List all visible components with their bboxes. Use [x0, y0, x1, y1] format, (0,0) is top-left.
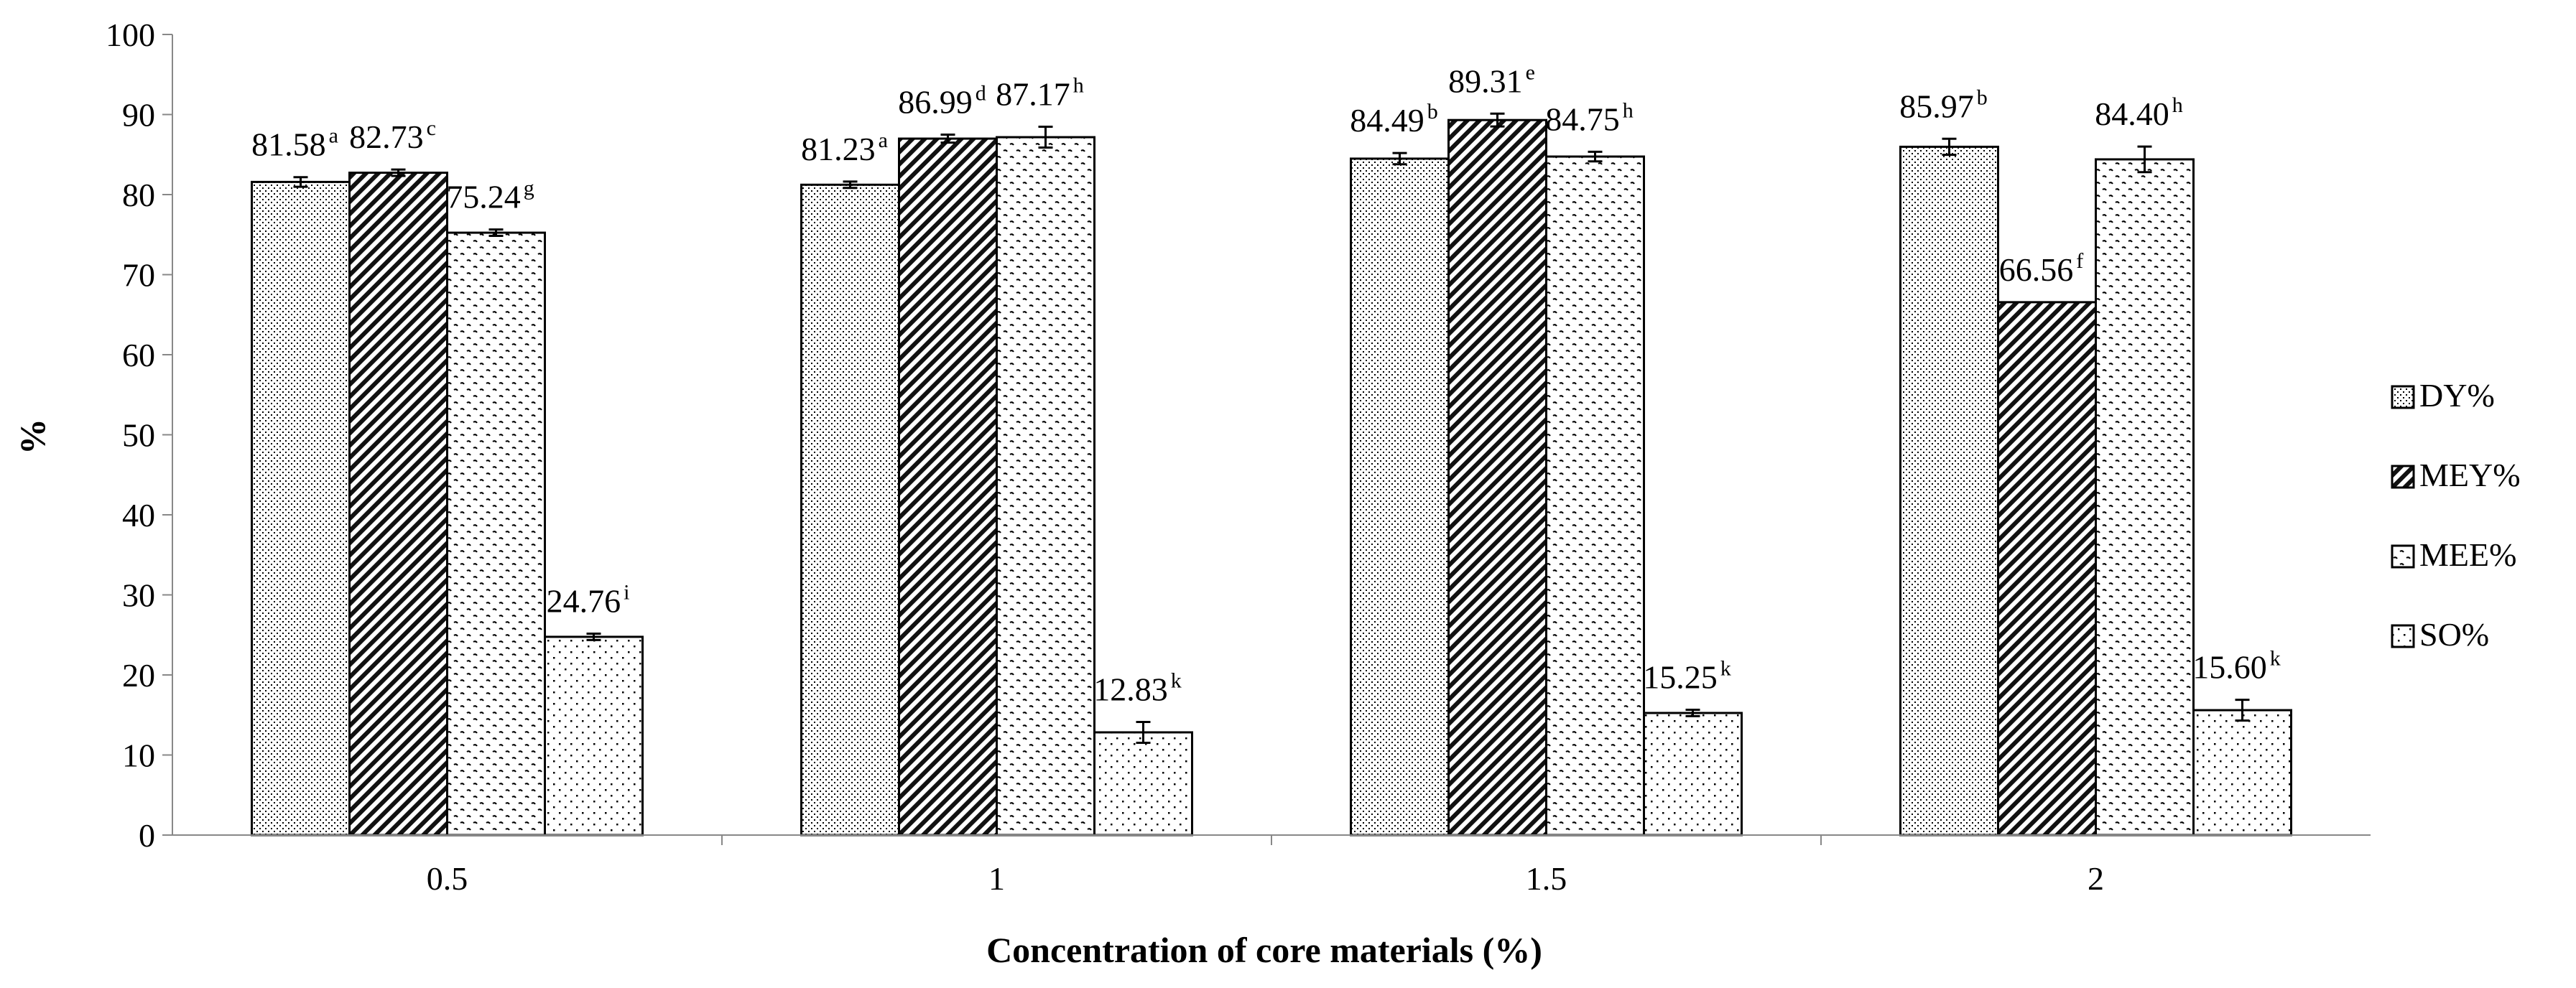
legend: DY% MEY% MEE% SO% — [2391, 377, 2521, 653]
error-bar — [488, 228, 504, 238]
bar-mey — [898, 137, 998, 836]
bar-so — [1093, 731, 1193, 836]
legend-swatch — [2391, 544, 2415, 569]
y-tick-label: 10 — [122, 737, 155, 774]
legend-swatch — [2391, 385, 2415, 409]
data-label: 84.75 h — [1545, 98, 1634, 137]
y-tick-label: 0 — [139, 817, 155, 854]
y-tick-label: 40 — [122, 497, 155, 533]
legend-swatch — [2391, 465, 2415, 489]
error-bar — [1588, 150, 1603, 163]
x-axis-title: Concentration of core materials (%) — [986, 930, 1542, 970]
legend-label: MEE% — [2419, 536, 2516, 573]
error-bar — [586, 632, 601, 641]
bar-dy — [251, 180, 351, 836]
bar-mey — [1447, 118, 1547, 836]
bar-mee — [996, 136, 1095, 836]
data-label: 15.25 k — [1643, 657, 1731, 696]
data-label: 15.60 k — [2192, 647, 2281, 686]
x-tick-label: 0.5 — [427, 860, 468, 897]
bar-dy — [1899, 145, 1999, 836]
y-tick-label: 60 — [122, 337, 155, 373]
legend-item-mee: MEE% — [2391, 536, 2516, 573]
data-label: 12.83 k — [1093, 668, 1182, 707]
error-bar — [1685, 709, 1700, 717]
data-label: 81.58 a — [251, 124, 338, 163]
y-tick-label: 80 — [122, 177, 155, 213]
error-bar — [2137, 145, 2152, 174]
data-label: 82.73 c — [349, 116, 436, 155]
data-label: 89.31 e — [1448, 60, 1535, 99]
data-label: 87.17 h — [996, 74, 1084, 113]
bar-mey — [348, 172, 448, 836]
bar-mee — [2095, 158, 2195, 836]
data-label: 81.23 a — [801, 129, 888, 167]
x-tick-label: 2 — [2088, 860, 2104, 897]
legend-label: SO% — [2419, 616, 2489, 653]
error-bar — [391, 168, 406, 177]
legend-item-dy: DY% — [2391, 377, 2495, 414]
data-label: 84.49 b — [1350, 100, 1438, 139]
bar-mee — [446, 231, 546, 836]
error-bar — [1942, 137, 1957, 157]
bar-so — [2192, 709, 2292, 836]
error-bar — [843, 180, 858, 190]
y-tick-label: 30 — [122, 577, 155, 614]
x-tick-label: 1 — [988, 860, 1005, 897]
data-label: 75.24 g — [446, 177, 534, 215]
y-tick-label: 50 — [122, 417, 155, 454]
y-tick-label: 70 — [122, 257, 155, 294]
y-tick-label: 100 — [106, 17, 155, 53]
data-label: 86.99 d — [898, 81, 986, 120]
legend-item-so: SO% — [2391, 616, 2489, 653]
x-tick-label: 1.5 — [1526, 860, 1567, 897]
data-label: 84.40 h — [2095, 93, 2183, 132]
error-bar — [1136, 720, 1151, 744]
legend-label: DY% — [2419, 377, 2495, 414]
data-label: 24.76 i — [547, 580, 630, 619]
bar-mee — [1545, 155, 1645, 836]
error-bar — [1490, 112, 1505, 128]
error-bar — [1392, 152, 1407, 166]
error-bar — [293, 176, 308, 188]
data-label: 66.56 f — [1999, 249, 2084, 288]
error-bar — [1038, 126, 1053, 149]
legend-label: MEY% — [2419, 457, 2521, 493]
bar-so — [544, 635, 644, 836]
legend-swatch — [2391, 624, 2415, 648]
error-bar — [2235, 699, 2250, 722]
bar-mey — [1997, 301, 2097, 836]
bar-dy — [1350, 157, 1450, 836]
y-axis-title: % — [12, 419, 52, 455]
error-bar — [940, 133, 955, 144]
y-tick-label: 90 — [122, 97, 155, 134]
data-label: 85.97 b — [1899, 85, 1988, 124]
y-tick-label: 20 — [122, 657, 155, 694]
bar-dy — [800, 183, 900, 836]
bar-so — [1643, 712, 1743, 836]
legend-item-mey: MEY% — [2391, 457, 2521, 493]
